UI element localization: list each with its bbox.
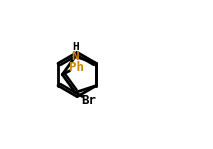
Text: N: N [72,50,79,63]
Text: Br: Br [81,94,96,107]
Text: Ph: Ph [69,61,84,74]
Text: H: H [72,42,79,52]
